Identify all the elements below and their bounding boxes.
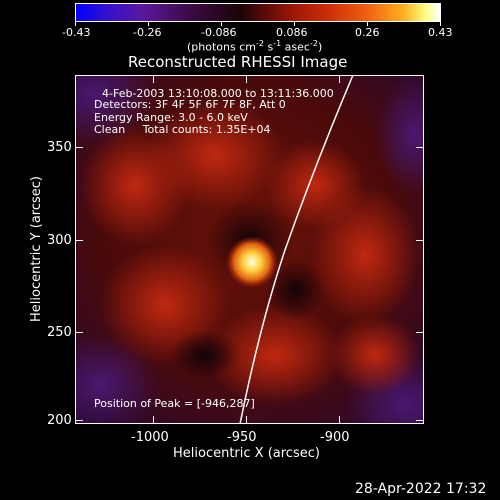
dark-region	[170, 330, 240, 380]
colorbar-tick-label: 0.086	[276, 26, 308, 39]
purple-region	[375, 75, 424, 195]
y-axis-label: Heliocentric Y (arcsec)	[29, 176, 44, 322]
dark-region	[265, 260, 325, 320]
x-tick-label: -1000	[131, 430, 169, 445]
y-tick-label: 250	[47, 325, 72, 340]
y-tick-label: 350	[47, 140, 72, 155]
emission-blob	[330, 315, 420, 395]
colorbar-units: (photons cm-2 s-1 asec-2)	[187, 39, 323, 54]
colorbar-tick-label: -0.43	[62, 26, 91, 39]
colorbar-tick-label: 0.43	[428, 26, 453, 39]
info-line: Energy Range: 3.0 - 6.0 keV	[94, 111, 248, 124]
info-line: Detectors: 3F 4F 5F 6F 7F 8F, Att 0	[94, 98, 286, 111]
x-axis-label: Heliocentric X (arcsec)	[173, 446, 320, 461]
y-tick-label: 200	[47, 413, 72, 428]
info-line: Clean Total counts: 1.35E+04	[94, 123, 271, 136]
y-tick-label: 300	[47, 233, 72, 248]
emission-blob	[265, 140, 365, 230]
solar-limb	[239, 75, 354, 424]
peak-source	[226, 236, 278, 288]
colorbar-tick-label: -0.086	[201, 26, 237, 39]
info-line: 4-Feb-2003 13:10:08.000 to 13:11:36.000	[102, 87, 334, 100]
x-tick-label: -950	[227, 430, 257, 445]
plot-title: Reconstructed RHESSI Image	[128, 53, 348, 71]
peak-position-label: Position of Peak = [-946,287]	[94, 397, 255, 410]
emission-blob	[145, 100, 285, 210]
emission-blob	[205, 305, 345, 405]
colorbar-tick-label: -0.26	[133, 26, 162, 39]
timestamp: 28-Apr-2022 17:32	[355, 481, 487, 497]
x-tick-label: -900	[320, 430, 350, 445]
colorbar-tick-label: 0.26	[355, 26, 380, 39]
image-area	[75, 75, 424, 424]
colorbar	[75, 3, 441, 22]
